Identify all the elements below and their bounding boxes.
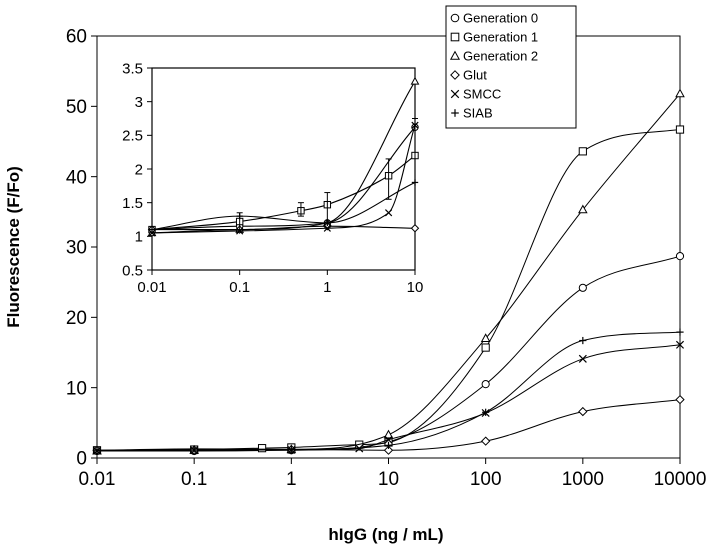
data-point-siab (384, 441, 393, 449)
y-tick-label: 30 (66, 238, 87, 259)
inset-x-tick-label: 10 (407, 279, 424, 296)
legend-item-siab: SIAB (451, 106, 493, 121)
data-point-generation-0 (578, 283, 587, 292)
inset-x-tick-label: 0.01 (137, 279, 166, 296)
data-point-smcc (675, 340, 685, 349)
inset-data-point-glut (410, 224, 420, 233)
inset-error-bar (324, 192, 331, 224)
inset-error-bar (297, 202, 304, 217)
inset-series-line-generation-0 (152, 126, 415, 231)
inset-error-bar (412, 118, 418, 183)
x-tick-label: 100 (470, 469, 502, 490)
inset-y-tick-label: 2.5 (122, 128, 143, 145)
inset-plot-area (151, 67, 416, 271)
data-point-generation-1 (578, 147, 587, 156)
inset-y-tick-label: 1 (135, 229, 143, 246)
data-point-generation-0 (675, 252, 685, 261)
x-tick-label: 10 (378, 469, 399, 490)
y-tick-label: 20 (66, 308, 87, 329)
legend-box (445, 5, 577, 129)
inset-y-tick-label: 3 (135, 94, 143, 111)
data-point-siab (190, 445, 198, 453)
x-tick-label: 0.1 (181, 469, 207, 490)
legend-marker-smcc (450, 89, 460, 99)
y-tick-label: 0 (76, 449, 87, 470)
inset-data-point-smcc (323, 224, 331, 232)
legend-item-generation-0: Generation 0 (450, 11, 538, 26)
data-point-generation-1 (257, 444, 267, 453)
series-line-smcc (97, 344, 680, 452)
inset-y-tick-label: 1.5 (122, 195, 143, 212)
data-point-siab (676, 328, 684, 336)
data-point-glut (578, 406, 588, 417)
inset-series-line-siab (152, 181, 415, 231)
y-axis-title: Fluorescence (F/Fo) (4, 166, 23, 328)
data-point-glut (675, 394, 685, 405)
legend-item-generation-1: Generation 1 (450, 30, 538, 45)
inset-y-tick-label: 0.5 (122, 262, 143, 279)
data-point-generation-1 (481, 343, 490, 352)
data-point-glut (383, 445, 394, 455)
x-tick-label: 0.01 (79, 469, 116, 490)
data-point-generation-1 (675, 125, 685, 134)
legend-label: Generation 2 (463, 49, 538, 64)
legend: Generation 0 Generation 1 Generation 2 Glut… (445, 5, 577, 129)
data-point-generation-2 (480, 333, 491, 342)
inset-data-point-siab (148, 226, 156, 233)
inset-data-point-smcc (384, 209, 393, 217)
data-point-generation-2 (578, 204, 588, 214)
inset-error-bar (236, 212, 243, 231)
inset-plot: 0.5 1 1.5 2 2.5 3 3.5 0.01 0.1 1 10 (122, 60, 423, 296)
legend-item-glut: Glut (450, 68, 487, 83)
x-tick-label: 1000 (562, 469, 604, 490)
legend-marker-glut (450, 70, 460, 80)
legend-label: SIAB (463, 106, 493, 121)
series-smcc (92, 340, 685, 455)
x-axis-title: hIgG (ng / mL) (328, 525, 443, 544)
inset-x-tick-label: 1 (323, 279, 331, 296)
x-tick-label: 10000 (654, 469, 707, 490)
inset-error-bar (385, 158, 392, 200)
legend-marker-siab (451, 109, 459, 117)
data-point-glut (480, 436, 491, 446)
y-tick-label: 40 (66, 167, 87, 188)
inset-data-point-smcc (148, 229, 156, 237)
inset-series-siab (148, 179, 419, 233)
data-point-siab (482, 408, 490, 416)
legend-label: Generation 1 (463, 30, 538, 45)
data-point-generation-2 (675, 88, 685, 98)
data-point-smcc (355, 444, 364, 453)
data-point-siab (287, 445, 295, 453)
legend-marker-generation-2 (449, 50, 461, 60)
data-point-smcc (384, 435, 393, 444)
legend-marker-generation-0 (450, 13, 460, 23)
y-tick-label: 10 (66, 378, 87, 399)
series-siab (93, 328, 684, 454)
legend-label: Generation 0 (463, 11, 538, 26)
inset-y-tick-label: 3.5 (122, 60, 143, 77)
x-tick-label: 1 (286, 469, 297, 490)
legend-marker-generation-1 (450, 32, 460, 42)
data-point-generation-0 (481, 380, 490, 389)
data-point-smcc (578, 354, 587, 363)
legend-item-smcc: SMCC (450, 87, 501, 102)
data-point-generation-2 (383, 429, 394, 439)
legend-item-generation-2: Generation 2 (449, 49, 538, 64)
data-point-siab (93, 446, 101, 454)
legend-label: Glut (463, 68, 487, 83)
legend-label: SMCC (463, 87, 501, 102)
y-tick-label: 50 (66, 97, 87, 118)
inset-x-tick-label: 0.1 (229, 279, 250, 296)
inset-y-tick-label: 2 (135, 161, 143, 178)
inset-series-line-glut (152, 225, 415, 231)
inset-data-point-generation-2 (410, 76, 420, 85)
inset-data-point-smcc (236, 227, 244, 235)
data-point-siab (579, 336, 587, 345)
y-tick-label: 60 (66, 27, 87, 48)
